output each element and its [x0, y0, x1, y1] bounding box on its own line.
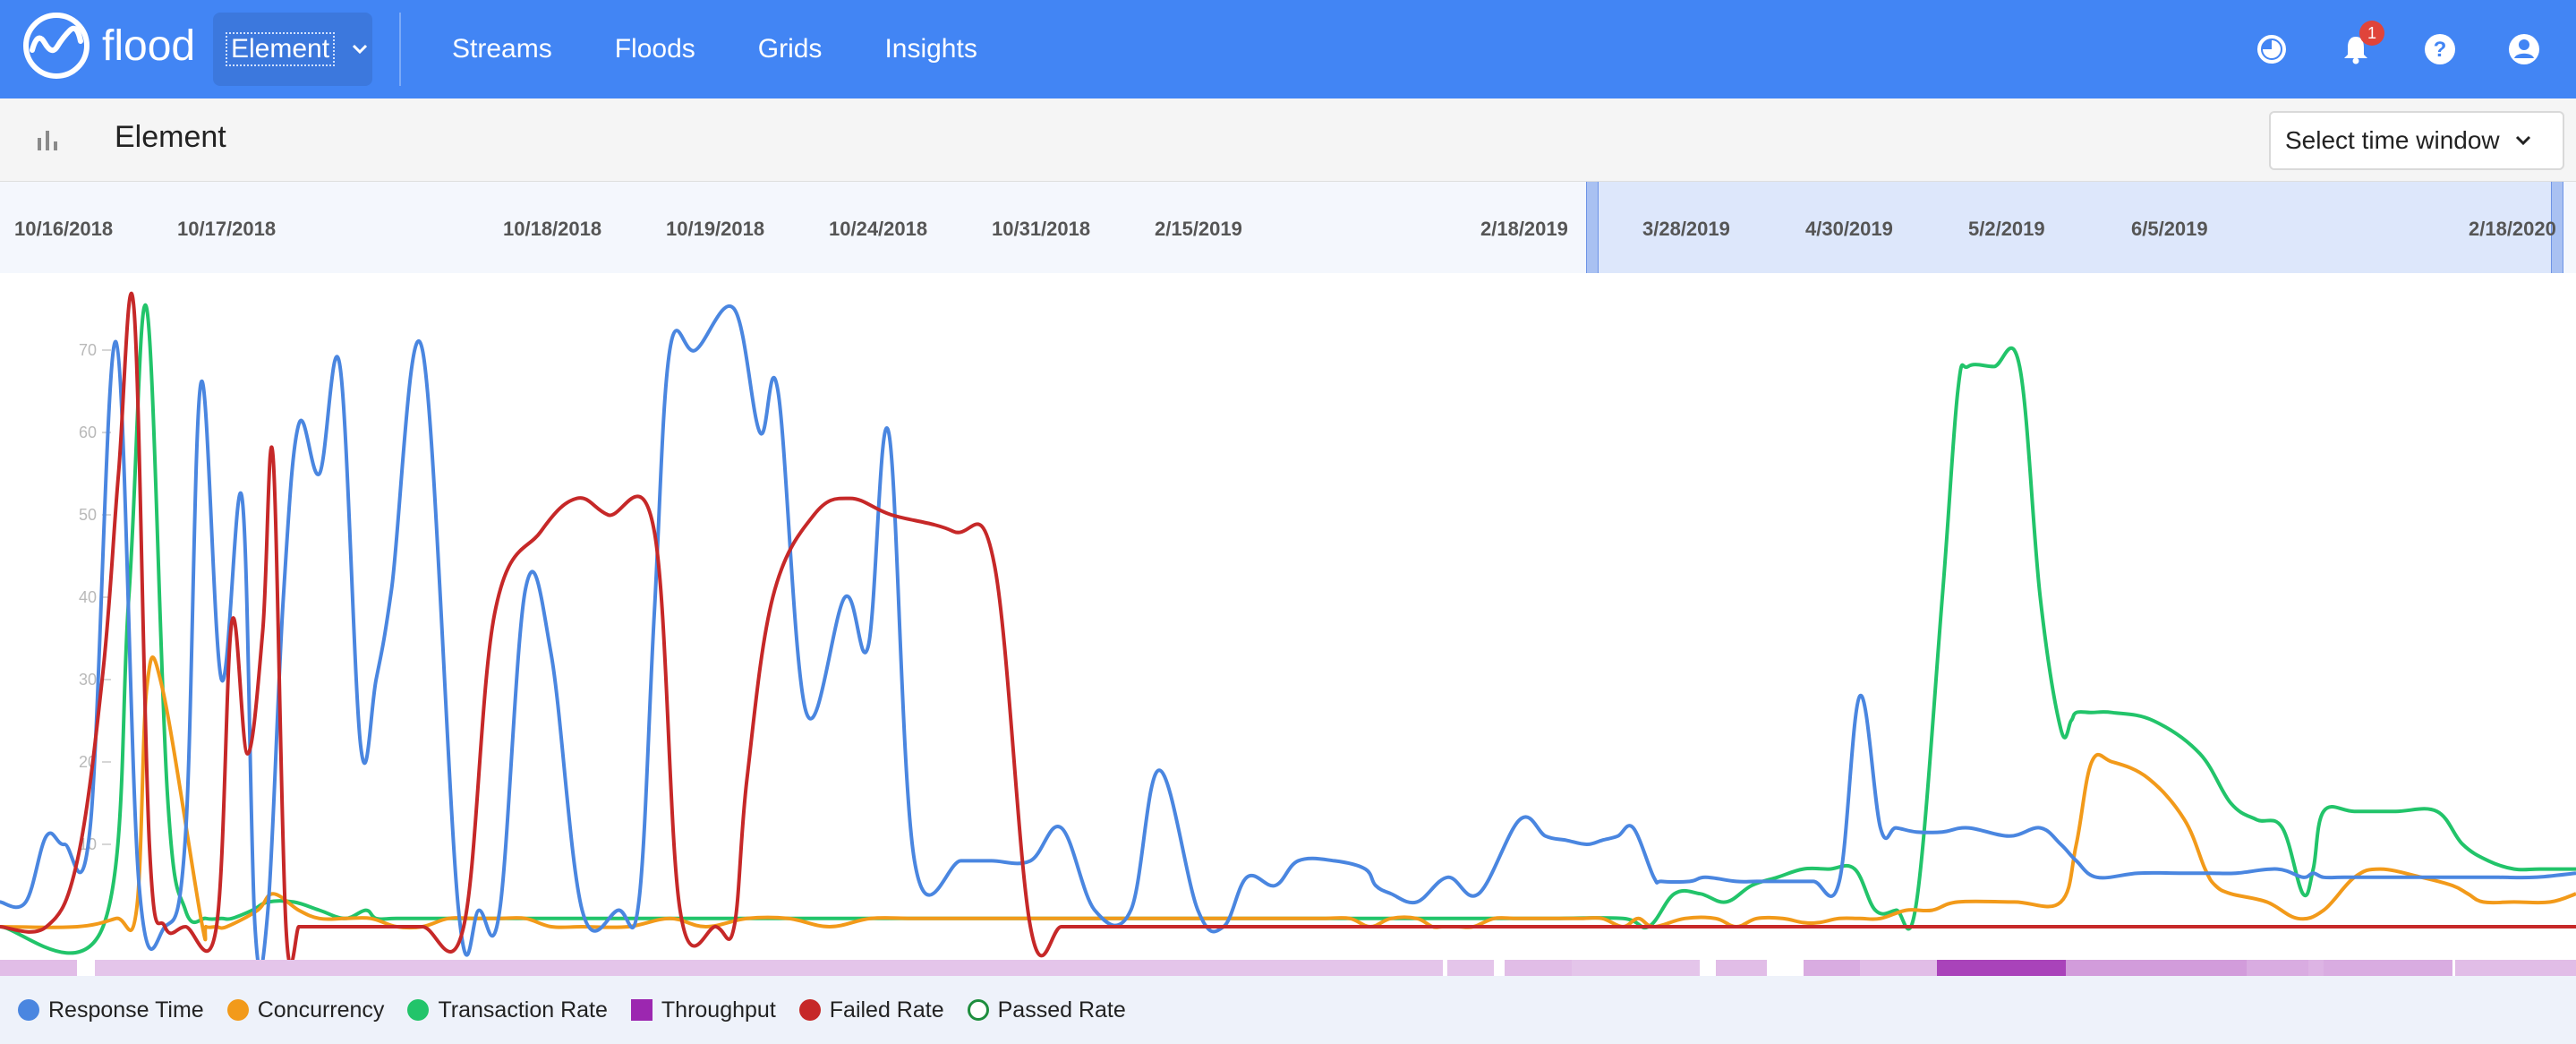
y-tick-label: 50: [79, 506, 97, 524]
nav-link-insights[interactable]: Insights: [884, 34, 977, 64]
legend-swatch: [967, 999, 989, 1021]
chevron-down-icon: [353, 44, 368, 55]
series-line-concurrency[interactable]: [0, 655, 2576, 942]
legend-item-response-time[interactable]: Response Time: [18, 997, 204, 1023]
bar-chart-icon[interactable]: [36, 129, 59, 152]
nav-link-grids[interactable]: Grids: [757, 34, 823, 64]
notification-badge: 1: [2359, 21, 2384, 46]
selection-handle-right[interactable]: [2551, 182, 2563, 273]
timer-icon[interactable]: [2256, 33, 2288, 65]
legend-label: Throughput: [661, 997, 776, 1023]
legend-swatch: [18, 999, 39, 1021]
series-line-failed-rate[interactable]: [0, 291, 2576, 960]
timeline-date[interactable]: 2/18/2019: [1480, 218, 1568, 240]
legend-swatch: [630, 999, 653, 1021]
throughput-segment: [1803, 960, 1860, 976]
flood-logo-icon: [23, 13, 90, 79]
legend-label: Failed Rate: [829, 997, 944, 1023]
timeline-date[interactable]: 10/18/2018: [503, 218, 602, 240]
series-line-transaction-rate[interactable]: [0, 303, 2576, 955]
legend-swatch: [407, 999, 430, 1021]
legend-item-concurrency[interactable]: Concurrency: [226, 997, 385, 1023]
throughput-segment: [2454, 960, 2576, 976]
timeline-date[interactable]: 10/24/2018: [829, 218, 928, 240]
throughput-segment: [2246, 960, 2308, 976]
timeline-date[interactable]: 2/15/2019: [1155, 218, 1242, 240]
throughput-segment: [1937, 960, 2067, 976]
time-window-label: Select time window: [2285, 126, 2500, 154]
chart-series: [0, 291, 2576, 960]
throughput-segment: [0, 960, 78, 976]
timeline-date[interactable]: 4/30/2019: [1805, 218, 1893, 240]
timeline-date[interactable]: 2/18/2020: [2469, 218, 2556, 240]
timeline-selection[interactable]: [1588, 182, 2562, 273]
y-tick-label: 40: [79, 588, 97, 606]
y-tick-label: 60: [79, 424, 97, 441]
legend-item-transaction-rate[interactable]: Transaction Rate: [407, 997, 608, 1023]
legend-label: Concurrency: [257, 997, 385, 1023]
timeline-date[interactable]: 3/28/2019: [1642, 218, 1730, 240]
legend-item-failed-rate[interactable]: Failed Rate: [798, 997, 944, 1023]
legend-item-throughput[interactable]: Throughput: [630, 997, 776, 1023]
throughput-strip: [0, 960, 2576, 976]
time-window-select[interactable]: Select time window: [2269, 111, 2564, 170]
throughput-segment: [2323, 960, 2452, 976]
timeline-date[interactable]: 5/2/2019: [1968, 218, 2045, 240]
bell-icon[interactable]: 1: [2340, 21, 2384, 65]
main-nav: Streams Floods Grids Insights: [452, 0, 1040, 98]
nav-link-floods[interactable]: Floods: [614, 34, 695, 64]
timeline-date[interactable]: 10/17/2018: [177, 218, 277, 240]
throughput-segment: [147, 960, 1443, 976]
chevron-down-icon: [2515, 135, 2530, 146]
nav-divider: [399, 13, 401, 86]
brand-logo[interactable]: flood: [21, 11, 195, 81]
throughput-segment: [1504, 960, 1572, 976]
legend-swatch: [226, 999, 249, 1021]
top-right-icons: 1 ?: [2256, 0, 2540, 98]
page-header: Element Select time window: [0, 98, 2576, 182]
y-tick-label: 70: [79, 341, 97, 359]
throughput-segment: [2066, 960, 2247, 976]
project-select-label: Element: [226, 32, 336, 66]
throughput-segment: [1571, 960, 1701, 976]
legend-label: Response Time: [48, 997, 204, 1023]
legend-swatch: [798, 999, 821, 1021]
project-select[interactable]: Element: [213, 13, 372, 86]
throughput-segment: [95, 960, 148, 976]
timeline-date[interactable]: 6/5/2019: [2131, 218, 2208, 240]
legend-label: Transaction Rate: [438, 997, 608, 1023]
throughput-segment: [2307, 960, 2324, 976]
legend-item-passed-rate[interactable]: Passed Rate: [967, 997, 1126, 1023]
account-icon[interactable]: [2508, 33, 2540, 65]
nav-link-streams[interactable]: Streams: [452, 34, 552, 64]
legend-label: Passed Rate: [997, 997, 1126, 1023]
timeline-date[interactable]: 10/31/2018: [992, 218, 1091, 240]
page-title: Element: [115, 120, 226, 154]
top-nav-bar: flood Element Streams Floods Grids Insig…: [0, 0, 2576, 98]
y-tick-label: 30: [79, 671, 97, 689]
chart-legend: Response Time Concurrency Transaction Ra…: [0, 976, 2576, 1044]
help-icon[interactable]: ?: [2424, 33, 2456, 65]
timeline-date[interactable]: 10/16/2018: [14, 218, 114, 240]
throughput-segment: [1859, 960, 1938, 976]
selection-handle-left[interactable]: [1586, 182, 1599, 273]
throughput-segment: [1447, 960, 1495, 976]
timeline-date-strip[interactable]: 10/16/2018 10/17/2018 10/18/2018 10/19/2…: [0, 182, 2576, 273]
throughput-segment: [1715, 960, 1768, 976]
series-line-response-time[interactable]: [0, 304, 2576, 960]
svg-text:?: ?: [2434, 38, 2447, 62]
timeline-date[interactable]: 10/19/2018: [666, 218, 765, 240]
brand-name: flood: [102, 21, 196, 70]
